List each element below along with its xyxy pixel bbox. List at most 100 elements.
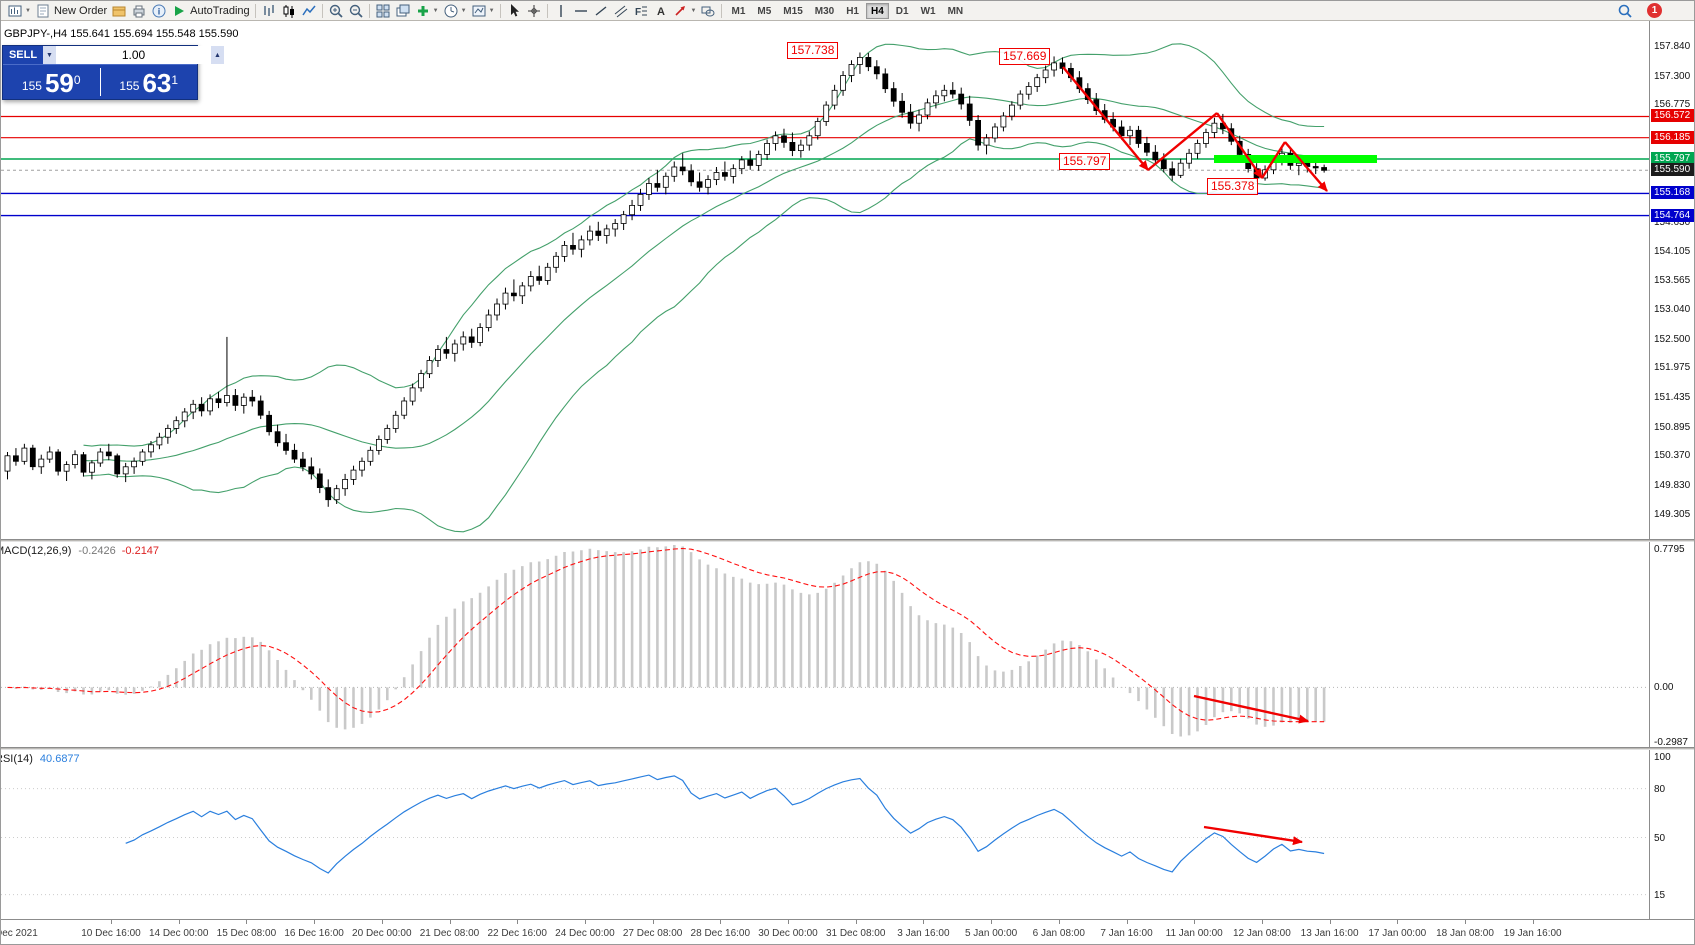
- zoom-in-icon[interactable]: [326, 2, 346, 20]
- trend-arrow[interactable]: [1216, 112, 1263, 179]
- candle: [392, 414, 399, 429]
- macd-canvas[interactable]: [1, 542, 1649, 747]
- volume-input[interactable]: [56, 46, 211, 64]
- price-badge: 156.185: [1651, 130, 1694, 144]
- candle: [1312, 166, 1319, 169]
- timeframe-m15-button[interactable]: M15: [783, 5, 803, 17]
- trend-arrow[interactable]: [1062, 66, 1149, 171]
- periods-icon[interactable]: ▼: [441, 2, 469, 20]
- trade-controls-row: SELL ▼ ▲ BUY: [3, 46, 247, 65]
- print-icon[interactable]: [129, 2, 149, 20]
- line-chart-icon[interactable]: [299, 2, 319, 20]
- notification-badge[interactable]: 1: [1647, 3, 1662, 18]
- trend-arrow[interactable]: [1203, 825, 1303, 846]
- trend-arrow[interactable]: [1284, 141, 1328, 192]
- autotrading-button[interactable]: AutoTrading: [169, 2, 252, 20]
- vertical-line-icon[interactable]: [551, 2, 571, 20]
- search-icon[interactable]: [1615, 2, 1635, 20]
- price-axis-label: 153.565: [1654, 275, 1691, 287]
- price-axis[interactable]: 157.840 157.300 156.775 154.630 154.105 153.5…: [1649, 21, 1694, 919]
- time-tick: [449, 920, 451, 924]
- channel-icon[interactable]: [611, 2, 631, 20]
- time-axis-label: 31 Dec 08:00: [825, 928, 886, 939]
- tile-windows-icon[interactable]: [373, 2, 393, 20]
- timeframe-mn-button[interactable]: MN: [947, 5, 964, 17]
- trend-arrow[interactable]: [1193, 694, 1309, 724]
- price-annotation[interactable]: 155.378: [1207, 178, 1259, 195]
- bid-price[interactable]: 155 59 0: [3, 65, 100, 99]
- candle: [1000, 115, 1007, 128]
- ask-price[interactable]: 155 63 1: [101, 65, 198, 99]
- templates-icon[interactable]: ▼: [469, 2, 497, 20]
- svg-text:F: F: [635, 7, 641, 18]
- time-axis-label: 7 Jan 16:00: [1100, 928, 1153, 939]
- candle: [755, 153, 762, 166]
- timeframe-m30-button[interactable]: M30: [814, 5, 835, 17]
- price-badge: 156.572: [1651, 109, 1694, 123]
- time-tick: [1329, 920, 1331, 924]
- bar-chart-icon[interactable]: [259, 2, 279, 20]
- horizontal-level-lines[interactable]: [1, 115, 1649, 217]
- candle: [443, 349, 450, 354]
- candle: [1127, 129, 1133, 137]
- volume-decrease-button[interactable]: ▼: [43, 46, 56, 64]
- candle: [249, 396, 256, 402]
- zoom-out-icon[interactable]: [346, 2, 366, 20]
- timeframe-m5-button[interactable]: M5: [757, 5, 772, 17]
- new-chart-icon[interactable]: ▼: [5, 2, 33, 20]
- trend-arrow[interactable]: [1260, 141, 1287, 179]
- candles-layer[interactable]: [4, 52, 1327, 507]
- chevron-down-icon: ▼: [432, 7, 439, 14]
- price-axis-label: 156.775: [1654, 99, 1691, 111]
- highlight-rect[interactable]: [1214, 155, 1377, 163]
- candle: [840, 75, 846, 91]
- timeframe-m1-button[interactable]: M1: [731, 5, 746, 17]
- time-axis[interactable]: Dec 2021 10 Dec 16:00 14 Dec 00:00 15 Dec 0…: [1, 919, 1694, 944]
- candle: [831, 89, 838, 106]
- pane-divider[interactable]: [1, 747, 1694, 750]
- price-annotation[interactable]: 157.738: [787, 42, 839, 59]
- crosshair-icon[interactable]: [524, 2, 544, 20]
- trend-arrow[interactable]: [1147, 112, 1218, 171]
- price-annotation[interactable]: 155.797: [1059, 153, 1111, 170]
- text-icon[interactable]: A: [651, 2, 671, 20]
- volume-increase-button[interactable]: ▲: [211, 46, 224, 64]
- time-axis-label: 21 Dec 08:00: [419, 928, 480, 939]
- chevron-down-icon: ▼: [25, 7, 31, 14]
- timeframe-h1-button[interactable]: H1: [846, 5, 859, 17]
- timeframe-h4-button[interactable]: H4: [866, 2, 889, 19]
- time-tick: [1397, 920, 1399, 924]
- rsi-axis-label: 100: [1654, 752, 1671, 763]
- rsi-canvas[interactable]: [1, 750, 1649, 919]
- sell-button[interactable]: SELL: [3, 46, 43, 64]
- data-window-icon[interactable]: i: [149, 2, 169, 20]
- market-watch-icon[interactable]: [109, 2, 129, 20]
- candle: [122, 466, 129, 475]
- buy-button[interactable]: BUY: [224, 46, 247, 64]
- time-tick: [246, 920, 248, 924]
- candle: [933, 95, 939, 104]
- cursor-icon[interactable]: [504, 2, 524, 20]
- cascade-windows-icon[interactable]: [393, 2, 413, 20]
- toolbar-separator: [368, 3, 370, 18]
- timeframe-w1-button[interactable]: W1: [920, 5, 936, 17]
- candle: [299, 458, 306, 468]
- candle: [646, 183, 652, 195]
- indicators-icon[interactable]: ▼: [413, 2, 441, 20]
- shapes-icon[interactable]: [698, 2, 718, 20]
- pane-divider[interactable]: [1, 539, 1694, 542]
- fibonacci-icon[interactable]: F: [631, 2, 651, 20]
- timeframe-d1-button[interactable]: D1: [895, 5, 909, 17]
- candle: [223, 395, 230, 403]
- macd-axis-label: -0.2987: [1654, 737, 1688, 748]
- trendline-icon[interactable]: [591, 2, 611, 20]
- candlestick-chart-icon[interactable]: [279, 2, 299, 20]
- arrows-icon[interactable]: ▼: [671, 2, 699, 20]
- candle: [434, 349, 441, 361]
- price-axis-label: 150.370: [1654, 450, 1691, 462]
- main-chart-canvas[interactable]: [1, 21, 1649, 539]
- horizontal-line-icon[interactable]: [571, 2, 591, 20]
- candle: [72, 454, 78, 466]
- price-annotation[interactable]: 157.669: [999, 48, 1051, 65]
- new-order-button[interactable]: New Order: [33, 2, 109, 20]
